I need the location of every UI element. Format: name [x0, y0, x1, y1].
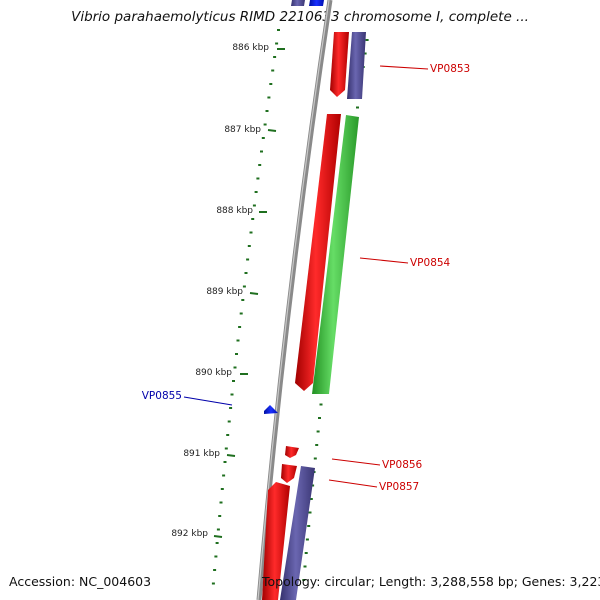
tick-label-886: 886 kbp [232, 43, 269, 53]
gene-vp0857-head[interactable] [281, 464, 297, 483]
tick-label-887: 887 kbp [224, 125, 261, 135]
gene-feature-top-blue[interactable] [309, 0, 324, 6]
inner-tick-marks [211, 29, 280, 585]
tick-label-889: 889 kbp [206, 287, 243, 297]
connector-vp0854 [359, 257, 409, 264]
connector-vp0857 [328, 479, 378, 488]
gene-label-vp0856[interactable]: VP0856 [382, 459, 423, 471]
connector-vp0856 [331, 458, 381, 466]
tick-label-892: 892 kbp [171, 529, 208, 539]
gene-vp0853[interactable] [330, 32, 349, 97]
kbp-scale: 886 kbp 887 kbp 888 kbp 889 kbp 890 kbp … [171, 43, 285, 539]
chromosome-backbone-highlight [257, 0, 330, 600]
gene-feature-top-purple[interactable] [291, 0, 305, 6]
gene-vp0854[interactable] [295, 114, 341, 391]
topology-text: Topology: circular; Length: 3,288,558 bp… [262, 574, 600, 589]
gene-vp0857[interactable] [262, 482, 290, 600]
gene-vp0853-reverse[interactable] [347, 32, 366, 99]
map-title: Vibrio parahaemolyticus RIMD 2210633 chr… [71, 9, 529, 25]
gene-label-vp0854[interactable]: VP0854 [410, 257, 451, 269]
gene-label-vp0857[interactable]: VP0857 [379, 481, 419, 493]
gene-vp0857-reverse[interactable] [280, 466, 315, 600]
connector-vp0853 [379, 65, 429, 70]
tick-label-890: 890 kbp [195, 368, 232, 378]
tick-label-888: 888 kbp [216, 206, 253, 216]
gene-vp0854-reverse[interactable] [312, 115, 359, 394]
gene-vp0856[interactable] [285, 446, 299, 458]
gene-label-vp0855[interactable]: VP0855 [142, 390, 182, 402]
tick-label-891: 891 kbp [183, 449, 220, 459]
gene-vp0855[interactable] [264, 405, 278, 414]
accession-text: Accession: NC_004603 [9, 574, 152, 589]
gene-label-vp0853[interactable]: VP0853 [430, 63, 470, 75]
connector-vp0855 [183, 396, 233, 406]
